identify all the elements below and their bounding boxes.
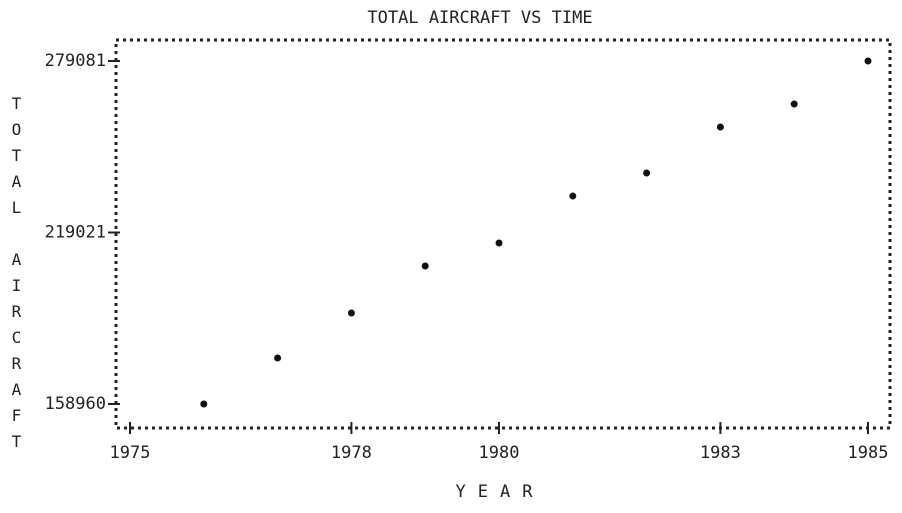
point [347,309,355,317]
point [200,400,208,408]
point [790,100,798,108]
point [274,354,282,362]
y-tick-label: 158960 [45,394,106,414]
y-axis-label: TOTAL AIRCRAFT [7,94,26,458]
x-tick-label: 1985 [848,443,889,463]
x-tick-label: 1983 [700,443,741,463]
point [643,169,651,177]
point [569,192,577,200]
plot-frame [114,38,892,430]
point [716,123,724,131]
point [495,239,503,247]
y-tick-label: 219021 [45,222,106,242]
x-axis-label: YEAR [456,482,545,502]
x-tick-label: 1978 [331,443,372,463]
chart-title: TOTAL AIRCRAFT VS TIME [367,8,592,28]
point [864,57,872,65]
point [421,262,429,270]
x-tick-label: 1980 [479,443,520,463]
y-tick-label: 279081 [45,51,106,71]
x-tick-label: 1975 [110,443,151,463]
